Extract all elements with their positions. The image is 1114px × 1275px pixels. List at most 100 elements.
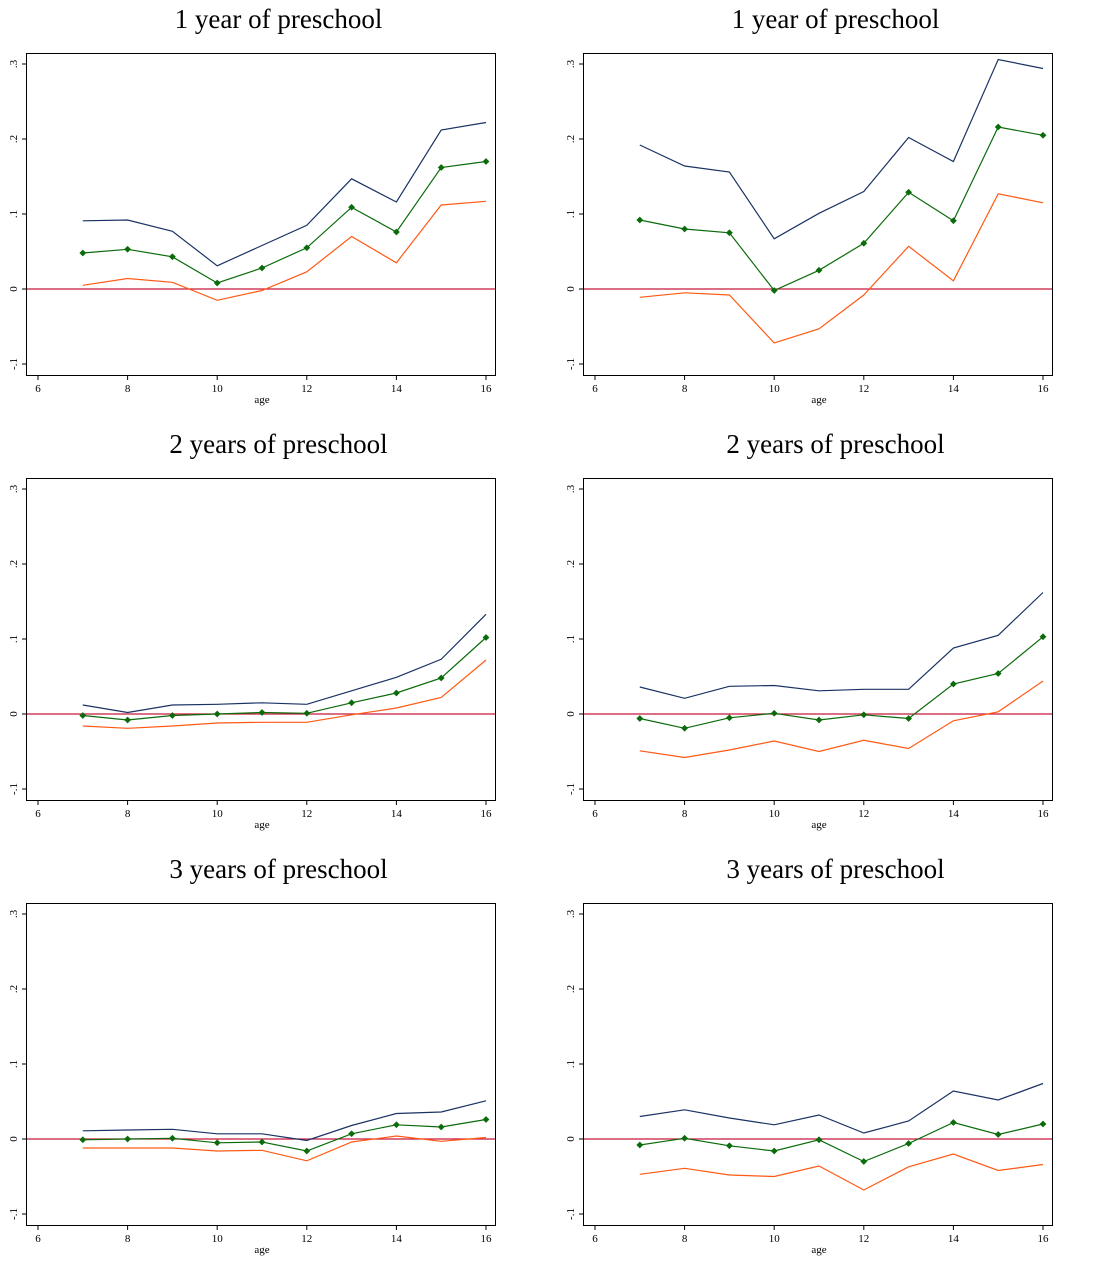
plot-frame [26, 53, 496, 376]
data-point-estimate [636, 715, 644, 722]
data-point-estimate [348, 1130, 355, 1138]
panel-2-years-right: 2 years of preschool -.1 0 .1 .2 .3 6 8 10 12 14 1… [557, 425, 1114, 850]
data-point-estimate [482, 1116, 490, 1123]
y-tick-label: .3 [565, 59, 577, 68]
x-tick-label: 8 [125, 383, 131, 395]
panel-3-years-right: 3 years of preschool -.1 0 .1 .2 .3 6 8 10 12 14 1… [557, 850, 1114, 1275]
data-point-estimate [258, 264, 266, 272]
chart-svg: -.1 0 .1 .2 .3 6 8 10 12 14 16 age [565, 903, 1053, 1256]
data-point-estimate [1039, 633, 1047, 641]
data-point-estimate [124, 245, 131, 253]
chart-svg: -.1 0 .1 .2 .3 6 8 10 12 14 16 age [565, 53, 1053, 406]
x-axis-title: age [811, 819, 826, 831]
data-point-estimate [437, 1123, 445, 1131]
y-tick-label: .3 [565, 909, 577, 918]
x-tick-label: 12 [858, 1233, 869, 1245]
x-tick-label: 6 [35, 383, 41, 395]
data-point-estimate [994, 123, 1002, 131]
x-tick-label: 10 [212, 808, 224, 820]
data-point-estimate [303, 244, 311, 252]
y-tick-label: .2 [8, 985, 20, 993]
x-tick-label: 6 [35, 1233, 41, 1245]
x-tick-label: 12 [301, 808, 312, 820]
data-point-estimate [950, 217, 957, 225]
y-tick-label: .1 [565, 1060, 577, 1068]
x-tick-label: 14 [391, 808, 403, 820]
series-line-lower [639, 680, 1044, 759]
y-tick-label: -.1 [8, 358, 20, 370]
data-point-estimate [258, 709, 266, 716]
x-tick-label: 14 [948, 1233, 960, 1245]
panel-title: 3 years of preschool [726, 854, 945, 884]
y-tick-label: -.1 [565, 783, 577, 795]
series-line-upper [639, 1082, 1044, 1134]
data-point-estimate [815, 716, 823, 724]
series-line-upper [82, 121, 487, 267]
panel-title: 1 year of preschool [731, 4, 940, 34]
data-point-estimate [79, 712, 87, 719]
x-axis-title: age [811, 1244, 826, 1256]
y-tick-label: .2 [565, 135, 577, 143]
y-tick-label: .1 [8, 635, 20, 643]
x-tick-label: 12 [301, 1233, 312, 1245]
series-line-estimate [82, 637, 487, 721]
data-point-estimate [482, 158, 490, 165]
series-line-upper [639, 592, 1044, 699]
x-tick-label: 16 [481, 383, 493, 395]
x-axis-title: age [811, 394, 826, 406]
y-tick-label: .2 [565, 560, 577, 568]
panel-1-year-right: 1 year of preschool -.1 0 .1 .2 .3 6 8 10 12 14 16… [557, 0, 1114, 425]
data-point-estimate [79, 249, 87, 257]
data-point-estimate [815, 1136, 823, 1144]
data-point-estimate [726, 714, 733, 722]
x-tick-label: 8 [125, 808, 131, 820]
chart-svg: -.1 0 .1 .2 .3 6 8 10 12 14 16 age [8, 53, 496, 406]
chart-svg: -.1 0 .1 .2 .3 6 8 10 12 14 16 age [8, 903, 496, 1256]
plot-frame [26, 478, 496, 801]
x-tick-label: 12 [301, 383, 312, 395]
data-point-estimate [169, 1134, 176, 1142]
x-tick-label: 16 [1038, 1233, 1050, 1245]
data-point-estimate [213, 1139, 221, 1147]
x-tick-label: 6 [35, 808, 41, 820]
plot-frame [583, 903, 1053, 1226]
series-line-estimate [82, 160, 487, 284]
data-point-estimate [770, 287, 778, 294]
data-point-estimate [348, 699, 355, 707]
series-line-lower [639, 193, 1044, 344]
y-tick-label: 0 [8, 286, 20, 292]
y-tick-label: -.1 [8, 783, 20, 795]
data-point-estimate [303, 1147, 311, 1155]
panel-title: 2 years of preschool [169, 429, 388, 459]
data-point-estimate [169, 253, 176, 261]
panel-2-years-left: 2 years of preschool -.1 0 .1 .2 .3 6 8 10 12 14 1… [0, 425, 557, 850]
series-line-lower [82, 1135, 487, 1162]
y-tick-label: .1 [565, 210, 577, 218]
data-point-estimate [79, 1136, 87, 1144]
plot-frame [26, 903, 496, 1226]
panel-3-years-left: 3 years of preschool -.1 0 .1 .2 .3 6 8 10 12 14 1… [0, 850, 557, 1275]
x-tick-label: 16 [1038, 383, 1050, 395]
data-point-estimate [636, 216, 644, 224]
data-point-estimate [348, 203, 355, 211]
y-tick-label: .1 [8, 210, 20, 218]
data-point-estimate [393, 1121, 400, 1129]
data-point-estimate [213, 279, 221, 287]
y-tick-label: .2 [8, 560, 20, 568]
x-tick-label: 8 [125, 1233, 131, 1245]
x-axis-title: age [254, 1244, 269, 1256]
y-tick-label: 0 [8, 711, 20, 717]
x-tick-label: 14 [948, 383, 960, 395]
data-point-estimate [393, 689, 400, 697]
panel-title: 1 year of preschool [174, 4, 383, 34]
y-tick-label: 0 [8, 1136, 20, 1142]
data-point-estimate [950, 1119, 957, 1126]
data-point-estimate [124, 716, 131, 724]
data-point-estimate [994, 1131, 1002, 1138]
x-tick-label: 8 [682, 1233, 688, 1245]
chart-svg: -.1 0 .1 .2 .3 6 8 10 12 14 16 age [565, 478, 1053, 831]
x-tick-label: 8 [682, 383, 688, 395]
series-line-estimate [639, 126, 1044, 292]
series-line-lower [82, 659, 487, 729]
x-tick-label: 10 [769, 808, 781, 820]
